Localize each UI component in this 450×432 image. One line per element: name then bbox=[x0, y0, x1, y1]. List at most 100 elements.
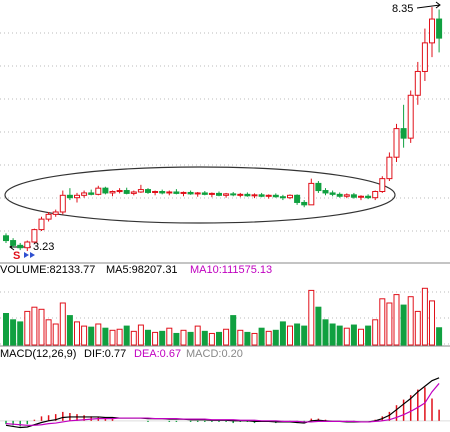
candle-body bbox=[272, 194, 279, 198]
volume-bar bbox=[59, 302, 66, 346]
volume-bar bbox=[187, 331, 194, 346]
volume-bar bbox=[130, 330, 137, 346]
high-arrow bbox=[416, 1, 441, 9]
candle-body bbox=[74, 194, 80, 199]
candle-body bbox=[52, 211, 59, 215]
candle-body bbox=[421, 42, 428, 72]
candle-body bbox=[429, 18, 435, 44]
volume-bar bbox=[223, 328, 230, 346]
macd-legend: MACD:0.20 bbox=[186, 348, 243, 360]
volume-bar bbox=[123, 325, 130, 346]
volume-bar bbox=[414, 310, 421, 346]
candle-body bbox=[329, 192, 336, 195]
candle-body bbox=[59, 194, 66, 213]
volume-bar bbox=[52, 323, 59, 346]
candle-body bbox=[308, 182, 315, 206]
volume-legend: MA5:98207.31 bbox=[106, 264, 178, 276]
volume-bar bbox=[201, 330, 208, 346]
volume-bar bbox=[244, 331, 251, 346]
volume-bar bbox=[258, 327, 265, 346]
candle-body bbox=[159, 190, 166, 194]
candle-body bbox=[137, 189, 144, 193]
candle-body bbox=[258, 194, 265, 197]
volume-bar bbox=[17, 321, 24, 346]
candle-body bbox=[279, 196, 286, 199]
volume-bar bbox=[208, 332, 215, 346]
candle-body bbox=[3, 235, 9, 242]
volume-bar bbox=[31, 306, 38, 346]
candle-body bbox=[393, 128, 400, 158]
volume-bar bbox=[38, 308, 45, 346]
signal-label: S bbox=[13, 250, 20, 262]
candle-body bbox=[116, 190, 123, 193]
volume-bar bbox=[216, 331, 222, 346]
volume-bar bbox=[3, 313, 9, 346]
volume-bar bbox=[45, 319, 52, 346]
volume-bar bbox=[287, 325, 293, 346]
macd-legend: DIF:0.77 bbox=[84, 348, 126, 360]
candle-body bbox=[400, 128, 407, 139]
highlight-ellipse bbox=[4, 166, 396, 224]
volume-bar bbox=[251, 332, 258, 346]
volume-bar bbox=[173, 332, 180, 346]
volume-bar bbox=[265, 330, 272, 346]
volume-bar bbox=[393, 294, 400, 346]
candle-body bbox=[187, 191, 194, 195]
candle-body bbox=[166, 191, 173, 194]
candle-body bbox=[145, 189, 151, 193]
candle-body bbox=[358, 195, 364, 198]
volume-bar bbox=[336, 325, 343, 346]
candle-body bbox=[379, 178, 386, 192]
volume-bar bbox=[372, 319, 379, 346]
volume-bar bbox=[152, 331, 159, 346]
volume-bar bbox=[159, 330, 166, 346]
volume-bar bbox=[379, 298, 386, 346]
candle-body bbox=[350, 194, 357, 198]
candle-body bbox=[123, 190, 130, 194]
candle-body bbox=[343, 194, 350, 197]
candle-body bbox=[216, 192, 222, 196]
volume-bar bbox=[279, 321, 286, 346]
candle-body bbox=[45, 213, 52, 220]
volume-legend: VOLUME:82133.77 bbox=[0, 264, 95, 276]
low-label: 3.23 bbox=[33, 241, 54, 253]
candle-body bbox=[95, 187, 102, 195]
candle-body bbox=[194, 192, 201, 195]
volume-bar bbox=[95, 323, 102, 346]
candle-body bbox=[336, 193, 343, 197]
candle-body bbox=[180, 191, 187, 194]
volume-bar bbox=[66, 315, 73, 346]
volume-bar bbox=[315, 306, 322, 346]
candle-body bbox=[81, 192, 88, 196]
volume-bar bbox=[350, 324, 357, 346]
volume-bar bbox=[145, 329, 151, 346]
volume-bar bbox=[194, 325, 201, 346]
volume-bar bbox=[116, 328, 123, 346]
candle-body bbox=[436, 18, 443, 39]
volume-bar bbox=[436, 327, 443, 346]
candle-body bbox=[230, 193, 237, 196]
candle-body bbox=[109, 190, 116, 194]
volume-bar bbox=[365, 325, 372, 346]
candle-body bbox=[365, 195, 372, 199]
candle-body bbox=[301, 201, 308, 206]
volume-bar bbox=[308, 289, 315, 346]
candle-body bbox=[251, 194, 258, 197]
candle-body bbox=[130, 191, 137, 194]
candle-body bbox=[10, 240, 17, 246]
candle-body bbox=[244, 193, 251, 197]
volume-bar bbox=[301, 325, 308, 346]
candle-body bbox=[237, 193, 244, 196]
volume-bar bbox=[329, 323, 336, 346]
candle-body bbox=[372, 190, 379, 199]
candle-body bbox=[38, 218, 45, 231]
volume-bar bbox=[343, 327, 350, 346]
volume-bar bbox=[137, 324, 144, 346]
volume-bar bbox=[166, 327, 173, 346]
macd-line bbox=[5, 383, 440, 426]
signal-arrows bbox=[24, 252, 35, 258]
volume-bar bbox=[102, 327, 109, 346]
candle-body bbox=[31, 229, 38, 243]
candle-body bbox=[294, 194, 301, 203]
